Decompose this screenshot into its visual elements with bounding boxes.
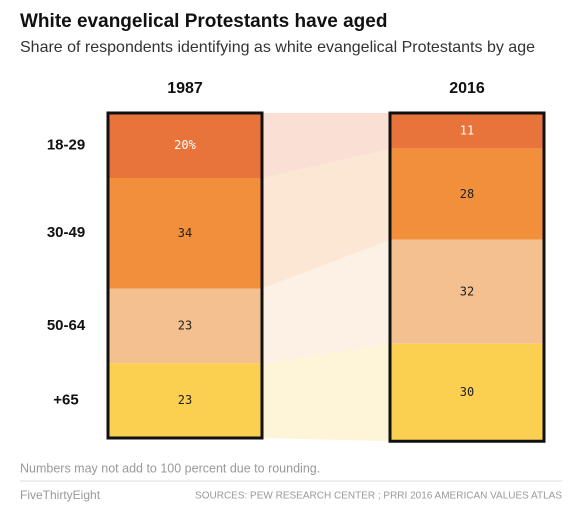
bar-segment xyxy=(108,113,262,178)
connector-band xyxy=(262,113,390,178)
value-label: 32 xyxy=(460,284,474,298)
note: Numbers may not add to 100 percent due t… xyxy=(20,461,320,475)
bar-segment xyxy=(108,288,262,364)
chart-title: White evangelical Protestants have aged xyxy=(20,11,387,32)
brand: FiveThirtyEight xyxy=(20,488,101,502)
age-label: 30-49 xyxy=(47,224,85,241)
bar-segment xyxy=(108,178,262,289)
chart-subtitle: Share of respondents identifying as whit… xyxy=(20,39,535,56)
bar-segment xyxy=(390,343,544,442)
bar-outline xyxy=(106,111,264,440)
bar-segment xyxy=(390,113,544,149)
value-label: 20% xyxy=(174,138,196,152)
value-label: 11 xyxy=(460,123,474,137)
bar-segment xyxy=(108,363,262,438)
age-label: 50-64 xyxy=(47,317,86,334)
value-label: 23 xyxy=(178,393,192,407)
bar-segment xyxy=(390,148,544,240)
age-label: +65 xyxy=(53,392,78,409)
category-label: 2016 xyxy=(449,80,485,97)
value-label: 34 xyxy=(178,226,192,240)
connector-band xyxy=(262,148,390,289)
connector-band xyxy=(262,239,390,364)
source: SOURCES: PEW RESEARCH CENTER ; PRRI 2016… xyxy=(195,491,562,502)
value-label: 28 xyxy=(460,187,474,201)
bar-outline xyxy=(388,111,546,443)
category-label: 1987 xyxy=(167,80,203,97)
value-label: 23 xyxy=(178,318,192,332)
bar-segment xyxy=(390,239,544,344)
connector-band xyxy=(262,343,390,442)
value-label: 30 xyxy=(460,385,474,399)
age-label: 18-29 xyxy=(47,136,85,153)
